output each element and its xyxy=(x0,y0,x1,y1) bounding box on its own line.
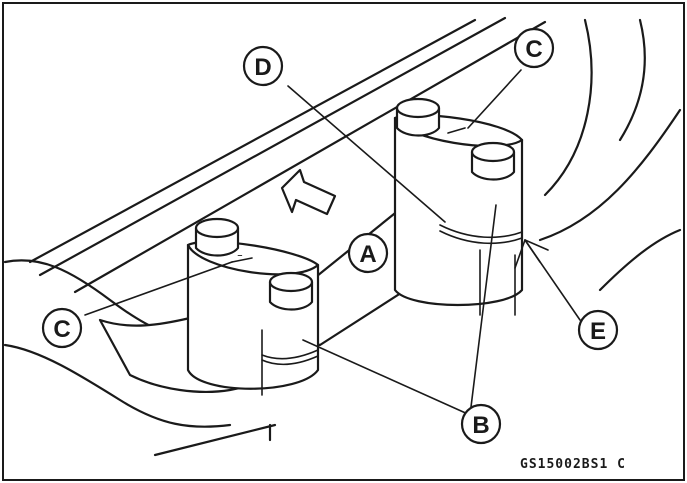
callout-d: D xyxy=(242,45,284,87)
svg-text:⁻: ⁻ xyxy=(236,251,245,266)
left-clamp-bolts: ⁻ xyxy=(194,217,314,311)
right-clamp-bolts xyxy=(395,97,516,181)
callout-a: A xyxy=(347,232,389,274)
upper-bracket-lines xyxy=(28,16,682,294)
callout-a-label: A xyxy=(359,241,376,268)
callout-b-label: B xyxy=(472,412,489,439)
callout-b: B xyxy=(460,403,502,445)
callout-e: E xyxy=(577,309,619,351)
left-clamp xyxy=(186,240,320,396)
figure-code: GS15002BS1 C xyxy=(520,457,626,472)
forward-direction-arrow xyxy=(280,168,337,216)
callout-c-right-label: C xyxy=(525,36,542,63)
callout-c-left: C xyxy=(41,307,83,349)
leader-lines xyxy=(84,69,581,416)
callout-e-label: E xyxy=(590,318,606,345)
callout-c-left-label: C xyxy=(53,316,70,343)
callout-c-right: C xyxy=(513,27,555,69)
callout-d-label: D xyxy=(254,54,271,81)
